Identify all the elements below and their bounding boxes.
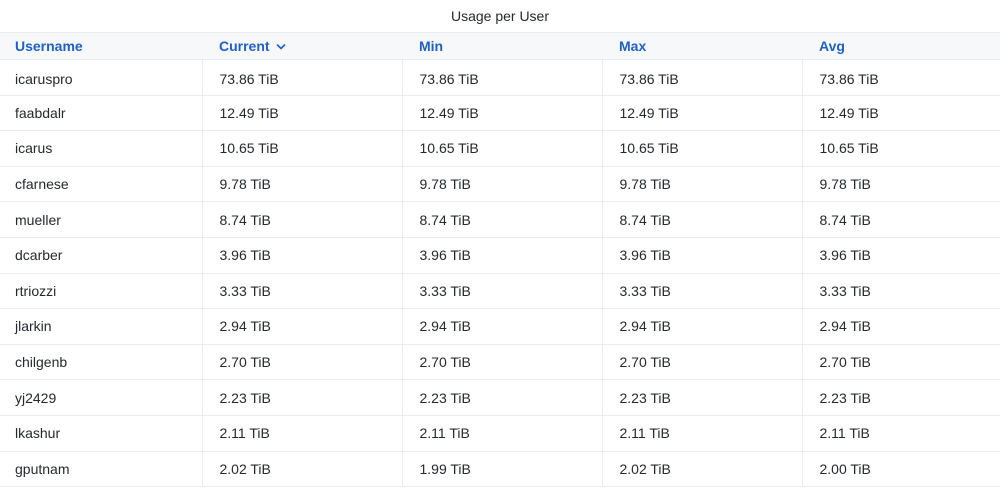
table-row[interactable]: mueller 8.74 TiB 8.74 TiB 8.74 TiB 8.74 TiB	[0, 201, 1000, 238]
cell-username: lkashur	[0, 415, 202, 452]
column-header-label: Avg	[819, 38, 845, 54]
cell-username: icarus	[0, 130, 202, 167]
cell-min: 2.70 TiB	[401, 344, 602, 381]
table-row[interactable]: gputnam 2.02 TiB 1.99 TiB 2.02 TiB 2.00 TiB	[0, 451, 1000, 488]
cell-avg: 2.23 TiB	[801, 379, 1000, 416]
table-row[interactable]: icaruspro 73.86 TiB 73.86 TiB 73.86 TiB 73.8…	[0, 59, 1000, 96]
cell-max: 2.23 TiB	[601, 379, 802, 416]
column-header-label: Min	[419, 38, 444, 54]
cell-max: 2.70 TiB	[601, 344, 802, 381]
column-header-max[interactable]: Max	[602, 32, 802, 60]
cell-min: 3.96 TiB	[401, 237, 602, 274]
cell-current: 2.02 TiB	[201, 451, 402, 488]
cell-avg: 2.11 TiB	[801, 415, 1000, 452]
cell-current: 12.49 TiB	[201, 95, 402, 132]
cell-min: 10.65 TiB	[401, 130, 602, 167]
cell-max: 73.86 TiB	[601, 59, 802, 96]
cell-current: 8.74 TiB	[201, 201, 402, 238]
cell-username: icaruspro	[0, 59, 202, 96]
column-header-username[interactable]: Username	[0, 32, 202, 60]
cell-max: 2.02 TiB	[601, 451, 802, 488]
cell-min: 2.23 TiB	[401, 379, 602, 416]
table-row[interactable]: rtriozzi 3.33 TiB 3.33 TiB 3.33 TiB 3.33 TiB	[0, 273, 1000, 310]
cell-current: 2.23 TiB	[201, 379, 402, 416]
usage-table: Username Current Min Max Avg icaruspro 73…	[0, 32, 1000, 488]
cell-avg: 8.74 TiB	[801, 201, 1000, 238]
cell-current: 73.86 TiB	[201, 59, 402, 96]
cell-username: chilgenb	[0, 344, 202, 381]
cell-max: 2.94 TiB	[601, 308, 802, 345]
cell-current: 2.11 TiB	[201, 415, 402, 452]
table-row[interactable]: lkashur 2.11 TiB 2.11 TiB 2.11 TiB 2.11 TiB	[0, 415, 1000, 452]
cell-username: dcarber	[0, 237, 202, 274]
cell-current: 10.65 TiB	[201, 130, 402, 167]
column-header-current[interactable]: Current	[202, 32, 402, 60]
cell-max: 3.33 TiB	[601, 273, 802, 310]
cell-username: jlarkin	[0, 308, 202, 345]
cell-current: 2.94 TiB	[201, 308, 402, 345]
table-row[interactable]: chilgenb 2.70 TiB 2.70 TiB 2.70 TiB 2.70 TiB	[0, 344, 1000, 381]
cell-avg: 10.65 TiB	[801, 130, 1000, 167]
cell-username: rtriozzi	[0, 273, 202, 310]
table-row[interactable]: cfarnese 9.78 TiB 9.78 TiB 9.78 TiB 9.78 TiB	[0, 166, 1000, 203]
cell-max: 10.65 TiB	[601, 130, 802, 167]
panel-title[interactable]: Usage per User	[450, 8, 550, 24]
cell-min: 8.74 TiB	[401, 201, 602, 238]
table-row[interactable]: faabdalr 12.49 TiB 12.49 TiB 12.49 TiB 12.49…	[0, 95, 1000, 132]
column-header-avg[interactable]: Avg	[802, 32, 1000, 60]
cell-avg: 2.94 TiB	[801, 308, 1000, 345]
table-row[interactable]: icarus 10.65 TiB 10.65 TiB 10.65 TiB 10.65 T…	[0, 130, 1000, 167]
cell-avg: 3.96 TiB	[801, 237, 1000, 274]
cell-avg: 3.33 TiB	[801, 273, 1000, 310]
cell-max: 12.49 TiB	[601, 95, 802, 132]
cell-current: 3.33 TiB	[201, 273, 402, 310]
cell-min: 73.86 TiB	[401, 59, 602, 96]
cell-min: 3.33 TiB	[401, 273, 602, 310]
cell-avg: 2.00 TiB	[801, 451, 1000, 488]
table-row[interactable]: yj2429 2.23 TiB 2.23 TiB 2.23 TiB 2.23 TiB	[0, 379, 1000, 416]
cell-avg: 73.86 TiB	[801, 59, 1000, 96]
chevron-down-icon	[276, 42, 286, 52]
cell-username: cfarnese	[0, 166, 202, 203]
cell-username: gputnam	[0, 451, 202, 488]
cell-username: yj2429	[0, 379, 202, 416]
cell-avg: 2.70 TiB	[801, 344, 1000, 381]
table-row[interactable]: dcarber 3.96 TiB 3.96 TiB 3.96 TiB 3.96 TiB	[0, 237, 1000, 274]
cell-min: 2.94 TiB	[401, 308, 602, 345]
cell-username: mueller	[0, 201, 202, 238]
cell-current: 2.70 TiB	[201, 344, 402, 381]
column-header-min[interactable]: Min	[402, 32, 602, 60]
cell-min: 12.49 TiB	[401, 95, 602, 132]
cell-current: 9.78 TiB	[201, 166, 402, 203]
cell-max: 9.78 TiB	[601, 166, 802, 203]
cell-avg: 12.49 TiB	[801, 95, 1000, 132]
cell-min: 1.99 TiB	[401, 451, 602, 488]
table-body: icaruspro 73.86 TiB 73.86 TiB 73.86 TiB 73.8…	[0, 59, 1000, 488]
cell-current: 3.96 TiB	[201, 237, 402, 274]
column-header-label: Current	[219, 38, 270, 54]
column-header-label: Username	[15, 38, 83, 54]
cell-max: 8.74 TiB	[601, 201, 802, 238]
cell-max: 2.11 TiB	[601, 415, 802, 452]
column-header-label: Max	[619, 38, 647, 54]
table-row[interactable]: jlarkin 2.94 TiB 2.94 TiB 2.94 TiB 2.94 TiB	[0, 308, 1000, 345]
cell-max: 3.96 TiB	[601, 237, 802, 274]
table-header: Username Current Min Max Avg	[0, 32, 1000, 60]
cell-username: faabdalr	[0, 95, 202, 132]
cell-min: 9.78 TiB	[401, 166, 602, 203]
cell-avg: 9.78 TiB	[801, 166, 1000, 203]
cell-min: 2.11 TiB	[401, 415, 602, 452]
header-row: Username Current Min Max Avg	[0, 32, 1000, 60]
